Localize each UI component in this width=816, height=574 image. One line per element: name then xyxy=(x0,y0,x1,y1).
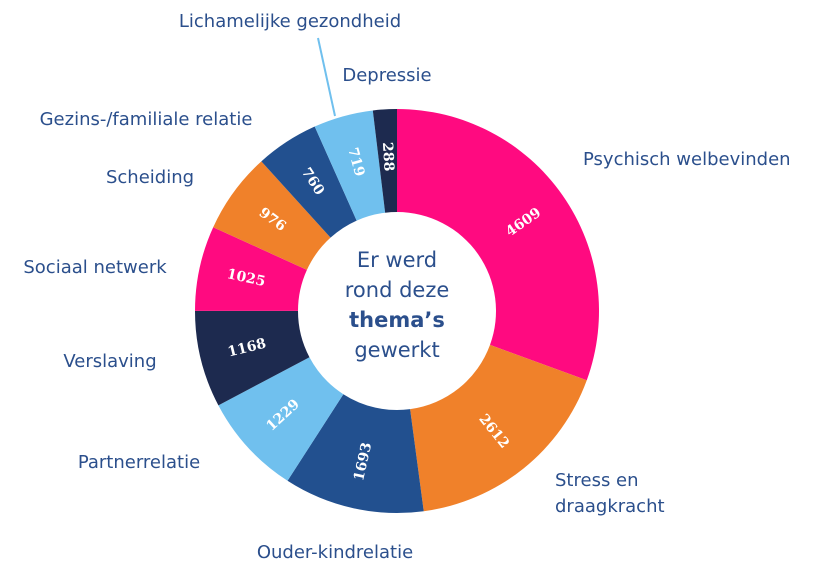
center-line: rond deze xyxy=(344,278,450,302)
donut-segment xyxy=(397,109,599,381)
category-label: Sociaal netwerk xyxy=(23,257,167,278)
data-label: 719 xyxy=(344,146,367,178)
category-label: Scheiding xyxy=(105,167,195,188)
donut-segment xyxy=(213,161,331,270)
donut-segment xyxy=(195,227,307,311)
donut-segment xyxy=(218,357,344,481)
category-label: Partnerrelatie xyxy=(77,452,201,473)
donut-segment xyxy=(314,110,386,221)
center-line: gewerkt xyxy=(354,338,440,362)
leader-line xyxy=(317,37,336,117)
donut-segment xyxy=(410,344,587,512)
category-label: Depressie xyxy=(342,65,432,86)
donut-segment xyxy=(261,126,357,238)
center-bold: thema’s xyxy=(349,308,445,332)
category-label: Verslaving xyxy=(63,351,157,372)
donut-segment xyxy=(372,109,397,213)
center-line: thema’s xyxy=(297,305,497,335)
data-label: 288 xyxy=(379,142,397,172)
category-label: Ouder-kindrelatie xyxy=(256,542,414,563)
category-label: Gezins-/familiale relatie xyxy=(39,109,253,130)
center-line: Er werd xyxy=(356,248,438,272)
donut-segment xyxy=(287,394,424,513)
donut-segment xyxy=(195,310,310,406)
category-label: Psychisch welbevinden xyxy=(583,149,791,170)
category-label: Lichamelijke gezondheid xyxy=(178,11,402,32)
category-label: Stress en draagkracht xyxy=(555,470,665,517)
center-text: Er werd rond deze thema’s gewerkt xyxy=(297,245,497,365)
